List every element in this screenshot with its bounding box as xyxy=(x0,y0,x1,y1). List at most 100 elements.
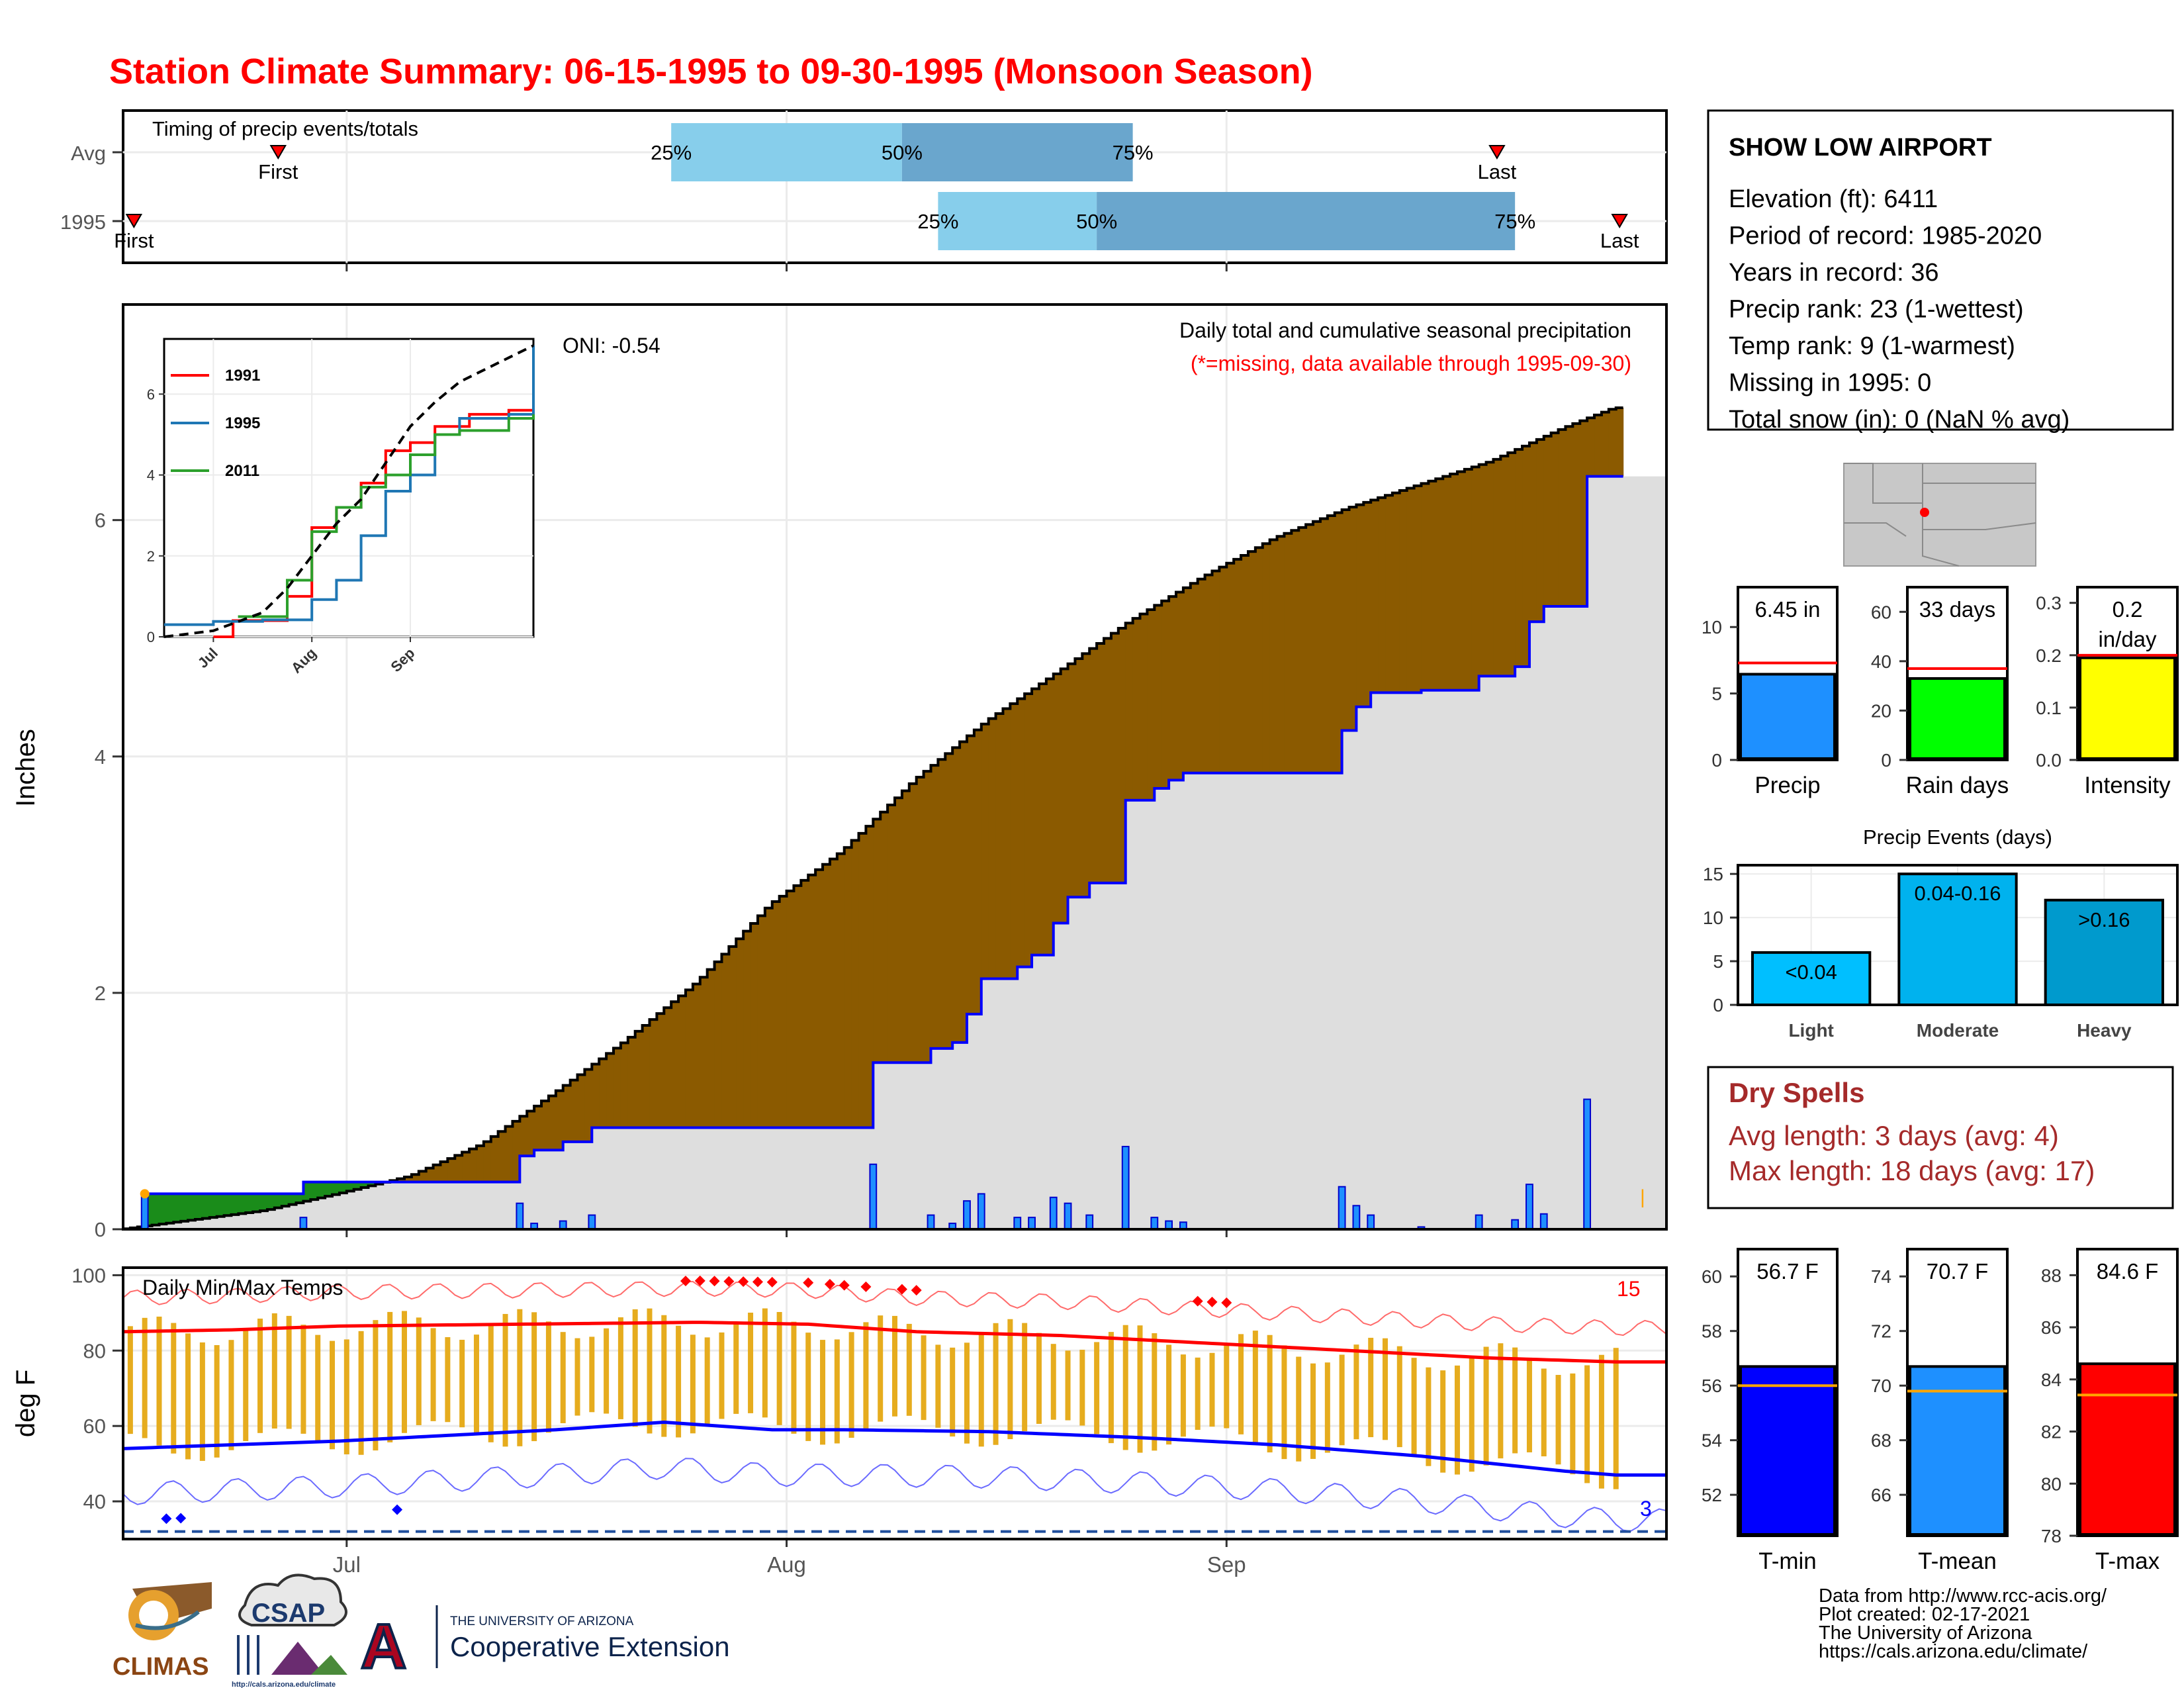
temp-daily-bar xyxy=(1555,1375,1561,1465)
mini-chart-tick-label: 0 xyxy=(1711,750,1722,771)
ua-logo: A THE UNIVERSITY OF ARIZONA Cooperative … xyxy=(359,1605,730,1683)
events-frame xyxy=(1737,864,2179,1006)
precip-surplus-fill xyxy=(246,1194,253,1213)
temp-daily-bar xyxy=(848,1332,854,1438)
mini-chart-label: T-min xyxy=(1758,1548,1817,1574)
station-box: SHOW LOW AIRPORT Elevation (ft): 6411 Per… xyxy=(1707,109,2174,434)
timing-label-first: First xyxy=(258,160,298,183)
station-info-line: Precip rank: 23 (1-wettest) xyxy=(1729,296,2024,324)
mini-chart-rain-days: 0 20 40 60 33 days Rain days xyxy=(1871,586,2009,798)
precip-deficit-fill xyxy=(938,759,946,1049)
precip-deficit-fill xyxy=(1342,510,1350,731)
mini-chart-value-label: 84.6 F xyxy=(2097,1259,2159,1284)
mini-chart-bar xyxy=(1739,1365,1836,1536)
precip-deficit-fill xyxy=(642,1025,651,1128)
mini-chart-value-label: 33 days xyxy=(1919,597,1996,622)
temp-daily-bar xyxy=(271,1313,277,1429)
temp-daily-bar xyxy=(978,1333,984,1447)
temp-daily-bar xyxy=(1541,1368,1547,1457)
precip-deficit-fill xyxy=(649,1019,657,1128)
temp-daily-bar xyxy=(387,1311,393,1442)
precip-deficit-fill xyxy=(901,790,910,1063)
temp-daily-bar xyxy=(776,1311,782,1425)
temp-x-tick-label: Sep xyxy=(1207,1552,1246,1577)
precip-daily-bar xyxy=(1049,1196,1058,1230)
temp-daily-bar xyxy=(488,1324,494,1442)
precip-deficit-fill xyxy=(462,1152,470,1182)
precip-deficit-fill xyxy=(692,984,701,1128)
precip-deficit-fill xyxy=(1471,467,1480,690)
precip-deficit-fill xyxy=(1097,643,1105,883)
precip-1995-cumulative-fill xyxy=(123,476,1666,1229)
precip-deficit-fill xyxy=(1169,596,1177,780)
mini-chart-tick-label: 88 xyxy=(2041,1265,2062,1286)
precip-deficit-fill xyxy=(1053,673,1062,923)
temp-daily-bar xyxy=(892,1315,897,1417)
temp-daily-bar xyxy=(1195,1357,1201,1430)
inset-legend-label: 1991 xyxy=(225,367,260,385)
temp-daily-bar xyxy=(1598,1354,1604,1489)
credit-line: The University of Arizona xyxy=(1819,1622,2032,1644)
precip-deficit-fill xyxy=(570,1080,578,1142)
ua-line-1: THE UNIVERSITY OF ARIZONA xyxy=(450,1615,634,1628)
precip-surplus-fill xyxy=(339,1182,347,1194)
temp-daily-bar xyxy=(1224,1343,1230,1429)
precip-surplus-fill xyxy=(231,1194,239,1215)
timing-marker-first xyxy=(125,214,143,228)
precip-surplus-fill xyxy=(296,1194,304,1203)
temp-record-high-marker xyxy=(839,1280,850,1291)
temp-tick-label: 100 xyxy=(71,1264,106,1287)
temp-record-high-marker xyxy=(803,1277,814,1288)
temp-daily-bar xyxy=(1007,1319,1013,1440)
mini-chart-tick-label: 0.1 xyxy=(2036,698,2062,718)
temp-record-high-line xyxy=(122,1280,1667,1336)
temp-daily-bar xyxy=(1411,1358,1417,1457)
precip-deficit-fill xyxy=(1587,418,1595,477)
timing-row-label-avg: Avg xyxy=(71,142,106,165)
precip-missing-tick: | xyxy=(1640,1186,1645,1208)
precip-surplus-fill xyxy=(303,1182,311,1201)
temp-daily-bar xyxy=(906,1323,912,1416)
mini-chart-tick-label: 10 xyxy=(1702,617,1722,637)
precip-daily-bar xyxy=(516,1202,524,1230)
location-map xyxy=(1843,463,2036,567)
precip-deficit-fill xyxy=(808,874,816,1128)
temp-daily-bar xyxy=(517,1309,523,1446)
precip-deficit-fill xyxy=(1421,483,1429,690)
temp-daily-bar xyxy=(1353,1344,1359,1440)
inset-legend-label: 1995 xyxy=(225,414,260,432)
temp-daily-bar xyxy=(791,1321,797,1434)
precip-daily-bar xyxy=(1583,1098,1592,1231)
precip-daily-bar xyxy=(1475,1214,1483,1231)
temp-daily-bar xyxy=(1584,1365,1590,1483)
inset-series-line xyxy=(238,414,535,618)
mini-chart-tick-label: 68 xyxy=(1871,1430,1891,1451)
precip-deficit-fill xyxy=(995,713,1004,979)
precip-deficit-fill xyxy=(829,859,838,1128)
precip-deficit-fill xyxy=(527,1111,535,1156)
precip-surplus-fill xyxy=(267,1194,275,1210)
precip-deficit-fill xyxy=(1060,669,1069,923)
mini-chart-tick-label: 54 xyxy=(1702,1430,1722,1451)
csap-url: http://cals.arizona.edu/climate xyxy=(232,1681,336,1688)
temp-daily-bar xyxy=(1339,1354,1345,1446)
precip-deficit-fill xyxy=(1479,464,1487,677)
precip-daily-bar xyxy=(1352,1205,1361,1230)
credits: Data from http://www.rcc-acis.org/ Plot … xyxy=(1819,1585,2107,1662)
events-title: Precip Events (days) xyxy=(1863,825,2052,849)
temp-record-high-marker xyxy=(1206,1296,1218,1307)
precip-deficit-fill xyxy=(520,1116,527,1156)
precip-deficit-fill xyxy=(794,885,801,1128)
precip-deficit-fill xyxy=(916,777,925,1063)
precip-deficit-fill xyxy=(1565,426,1573,607)
precip-deficit-fill xyxy=(974,729,982,1015)
temp-record-high-marker xyxy=(752,1276,763,1288)
precip-deficit-fill xyxy=(757,915,766,1128)
temp-daily-bar xyxy=(748,1312,754,1413)
precip-surplus-fill xyxy=(289,1194,297,1205)
precip-surplus-fill xyxy=(325,1182,333,1197)
precip-deficit-fill xyxy=(1536,439,1545,622)
inset-tick-label: 2 xyxy=(147,548,155,565)
mini-chart-label: T-max xyxy=(2095,1548,2160,1574)
precip-surplus-fill xyxy=(202,1194,210,1219)
